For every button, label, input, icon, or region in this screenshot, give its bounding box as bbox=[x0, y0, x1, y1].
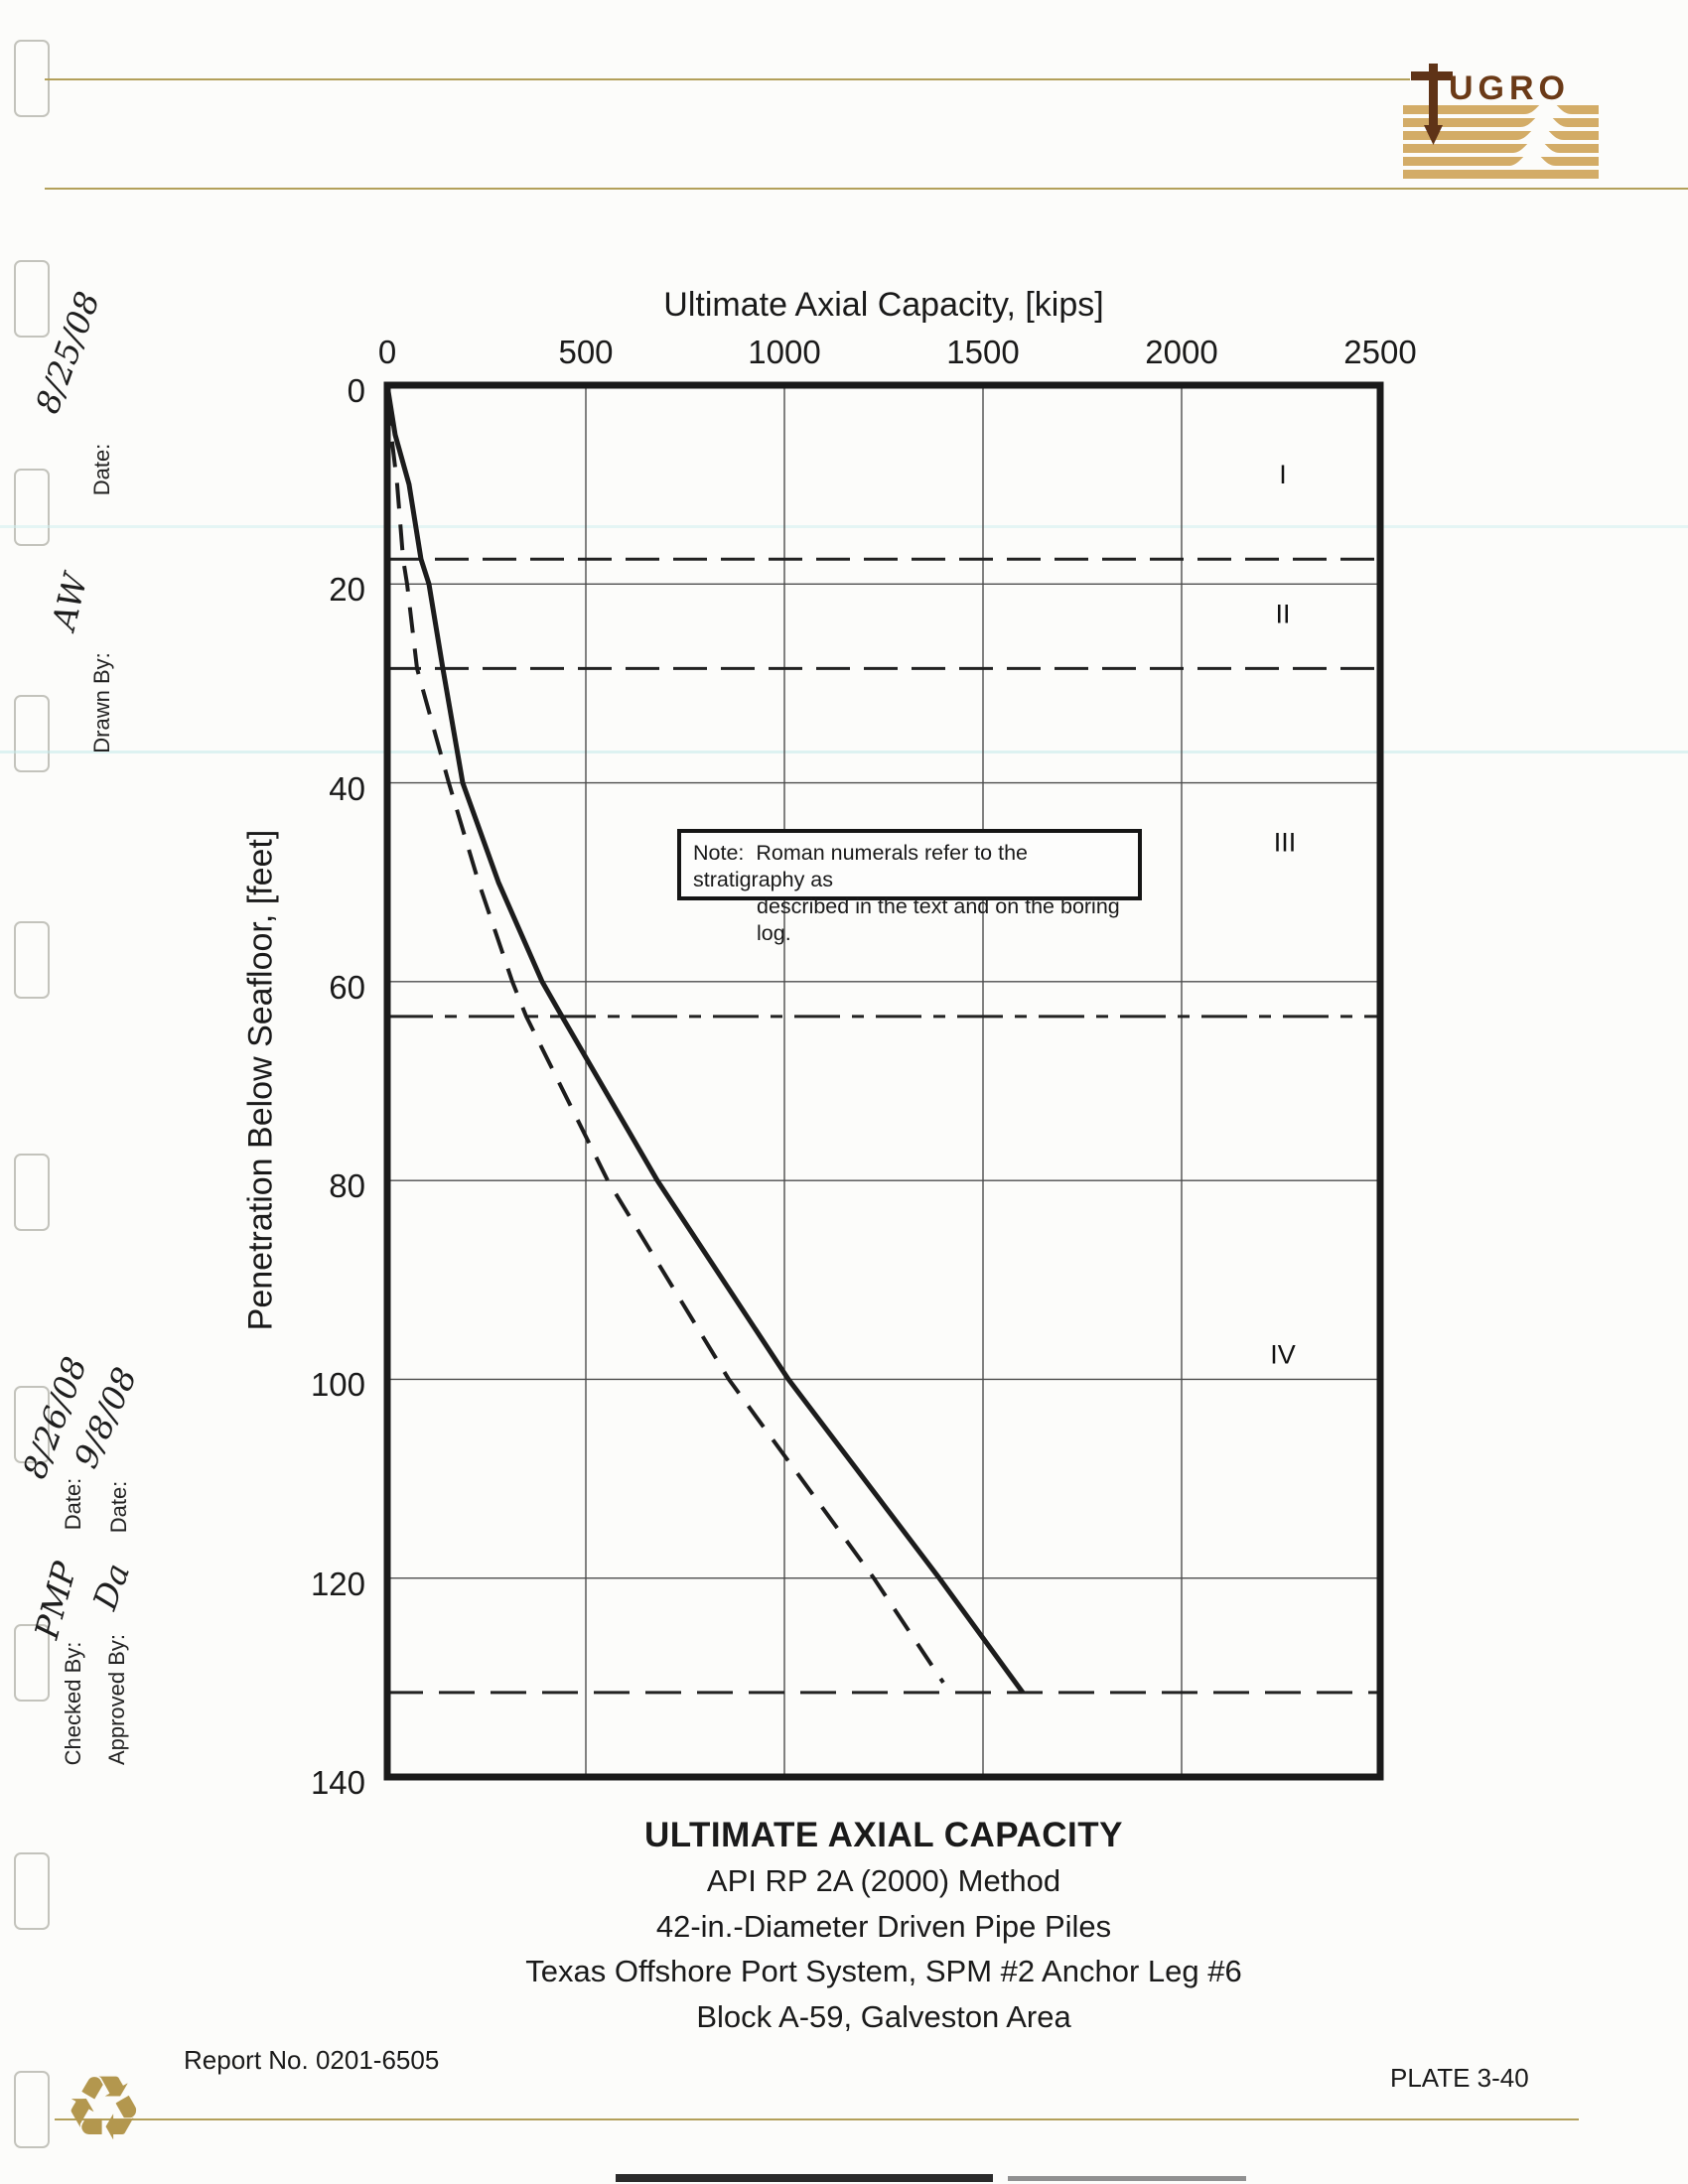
plate-title: ULTIMATE AXIAL CAPACITY bbox=[643, 1816, 1124, 1854]
stratum-label-III: III bbox=[1274, 828, 1297, 858]
binder-hole bbox=[14, 1386, 50, 1463]
plate-number: PLATE 3-40 bbox=[1390, 2063, 1529, 2093]
probe-icon bbox=[1411, 64, 1453, 145]
x-tick-label-2000: 2000 bbox=[1145, 334, 1218, 370]
stratum-label-II: II bbox=[1275, 599, 1290, 628]
binder-hole bbox=[14, 469, 50, 546]
binder-hole bbox=[14, 260, 50, 338]
x-tick-label-500: 500 bbox=[558, 334, 614, 370]
x-tick-label-1500: 1500 bbox=[946, 334, 1020, 370]
bottom-edge-mark-1 bbox=[616, 2174, 993, 2182]
plot-border bbox=[383, 381, 1384, 1781]
top-rule-line-2 bbox=[45, 188, 1688, 190]
y-tick-label-40: 40 bbox=[329, 769, 365, 807]
scan-artifact-line-2 bbox=[0, 751, 1688, 753]
note-prefix: Note: bbox=[693, 841, 745, 865]
fugro-logo: UGRO bbox=[1385, 62, 1616, 185]
recycle-icon: ♻ bbox=[64, 2057, 144, 2161]
binder-hole bbox=[14, 2071, 50, 2148]
binder-hole bbox=[14, 1852, 50, 1930]
y-tick-label-20: 20 bbox=[329, 571, 365, 609]
stratum-label-IV: IV bbox=[1270, 1339, 1296, 1369]
title-block: ULTIMATE AXIAL CAPACITY API RP 2A (2000)… bbox=[525, 1813, 1241, 2039]
x-axis-title: Ultimate Axial Capacity, [kips] bbox=[663, 286, 1104, 324]
stratum-label-I: I bbox=[1279, 460, 1287, 489]
footer-rule-line bbox=[55, 2118, 1579, 2120]
method-line: API RP 2A (2000) Method bbox=[706, 1863, 1061, 1898]
note-box: Note: Roman numerals refer to the strati… bbox=[677, 829, 1142, 945]
y-tick-label-100: 100 bbox=[310, 1366, 365, 1404]
capacity-curve-dashed bbox=[385, 399, 945, 1685]
y-tick-label-80: 80 bbox=[329, 1167, 365, 1205]
x-tick-label-2500: 2500 bbox=[1343, 334, 1417, 370]
note-line-2: described in the text and on the boring … bbox=[757, 894, 1120, 945]
pile-line: 42-in.-Diameter Driven Pipe Piles bbox=[655, 1908, 1112, 1944]
fugro-logo-letters: UGRO bbox=[1449, 69, 1570, 107]
capacity-curve-solid bbox=[384, 384, 1026, 1695]
scan-artifact-line-1 bbox=[0, 525, 1688, 528]
y-tick-label-60: 60 bbox=[329, 968, 365, 1006]
bottom-edge-mark-2 bbox=[1008, 2176, 1246, 2181]
fugro-logo-graphic: UGRO bbox=[1403, 64, 1599, 179]
location-line: Block A-59, Galveston Area bbox=[696, 1998, 1071, 2034]
y-tick-label-0: 0 bbox=[347, 372, 365, 409]
project-line: Texas Offshore Port System, SPM #2 Ancho… bbox=[525, 1954, 1242, 1988]
top-rule-line-1 bbox=[45, 78, 1410, 80]
y-tick-label-140: 140 bbox=[310, 1764, 365, 1801]
binder-hole bbox=[14, 921, 50, 999]
x-tick-label-0: 0 bbox=[377, 334, 397, 370]
report-number: Report No. 0201-6505 bbox=[184, 2045, 440, 2075]
binder-hole bbox=[14, 1624, 50, 1702]
y-tick-label-120: 120 bbox=[310, 1565, 365, 1602]
binder-hole bbox=[14, 1154, 50, 1231]
binder-hole bbox=[14, 695, 50, 772]
note-line-1: Note: Roman numerals refer to the strati… bbox=[693, 841, 1028, 891]
x-tick-label-1000: 1000 bbox=[748, 334, 821, 370]
